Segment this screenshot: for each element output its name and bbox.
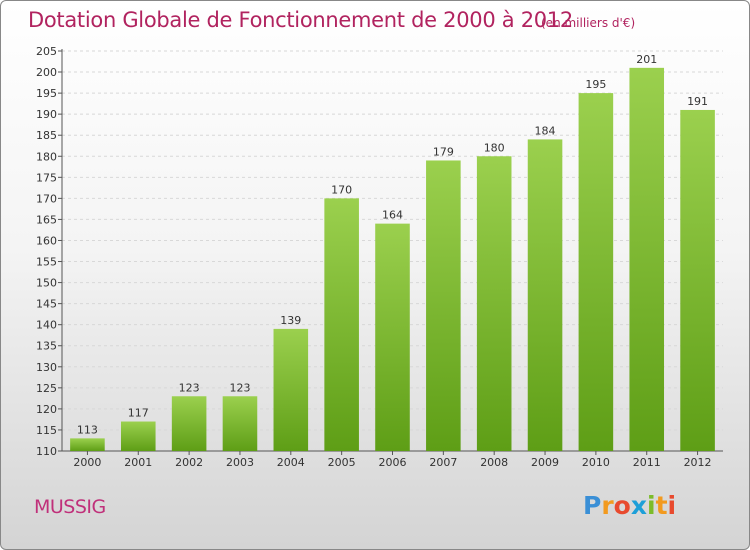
logo-letter: i [667,491,677,520]
bar [70,438,105,451]
logo-letter: i [647,491,656,520]
bar [578,93,614,452]
y-tick-label: 135 [36,340,57,353]
bar [171,396,207,451]
y-tick-label: 150 [36,277,57,290]
y-tick-label: 140 [36,319,57,332]
bar [476,156,512,451]
logo-letter: P [583,491,602,520]
x-tick-label: 2005 [328,456,356,469]
bar [426,160,461,451]
x-tick-label: 2006 [379,456,407,469]
y-tick-label: 175 [36,171,57,184]
y-tick-label: 125 [36,382,57,395]
y-tick-label: 145 [36,298,57,311]
data-label: 164 [382,209,403,222]
y-tick-label: 110 [36,445,57,458]
bar [273,328,309,451]
logo-letter: t [655,491,668,520]
x-axis-ticks: 2000 2001 2002 2003 2004 2005 2006 2007 2008 2009… [73,451,712,469]
bar [629,67,665,451]
data-label: 139 [280,314,301,327]
y-tick-label: 195 [36,87,57,100]
y-tick-label: 120 [36,403,57,416]
bar [222,396,258,451]
y-tick-label: 155 [36,256,57,269]
x-tick-label: 2007 [429,456,457,469]
x-tick-label: 2000 [73,456,101,469]
data-label: 184 [535,124,556,137]
logo-letter: x [630,491,647,520]
bar [375,223,410,451]
data-label: 113 [77,423,98,436]
y-tick-label: 200 [36,66,57,79]
y-tick-label: 170 [36,192,57,205]
data-label: 179 [433,145,454,158]
x-tick-label: 2012 [684,456,712,469]
bar [324,198,359,451]
logo-letter: o [613,491,631,520]
data-label: 123 [229,381,250,394]
y-tick-label: 130 [36,361,57,374]
data-label: 191 [687,95,708,108]
proxiti-logo[interactable]: Proxiti [583,491,676,520]
x-tick-label: 2009 [531,456,559,469]
chart-subtitle: (en milliers d'€) [541,16,636,30]
y-axis-ticks: 110 115 120 125 130 135 140 145 150 155 160 165 170 1… [36,45,62,458]
y-tick-label: 190 [36,108,57,121]
data-label: 117 [128,407,149,420]
x-tick-label: 2011 [633,456,661,469]
x-tick-label: 2004 [277,456,305,469]
data-label: 195 [585,78,606,91]
bars: 113 117 123 123 139 170 164 179 180 184 195 201 191 [70,53,715,452]
bar [527,139,563,451]
x-tick-label: 2010 [582,456,610,469]
data-label: 201 [636,53,657,66]
chart-title: Dotation Globale de Fonctionnement de 20… [28,8,573,32]
y-tick-label: 185 [36,129,57,142]
y-tick-label: 115 [36,424,57,437]
data-label: 180 [484,141,505,154]
x-tick-label: 2002 [175,456,203,469]
data-label: 123 [179,381,200,394]
logo-letter: r [601,491,614,520]
y-tick-label: 165 [36,213,57,226]
y-tick-label: 180 [36,150,57,163]
x-tick-label: 2003 [226,456,254,469]
y-tick-label: 205 [36,45,57,58]
commune-name: MUSSIG [34,496,106,518]
bar [680,109,715,452]
x-tick-label: 2008 [480,456,508,469]
data-label: 170 [331,183,352,196]
y-tick-label: 160 [36,234,57,247]
bar [120,421,156,451]
x-tick-label: 2001 [124,456,152,469]
